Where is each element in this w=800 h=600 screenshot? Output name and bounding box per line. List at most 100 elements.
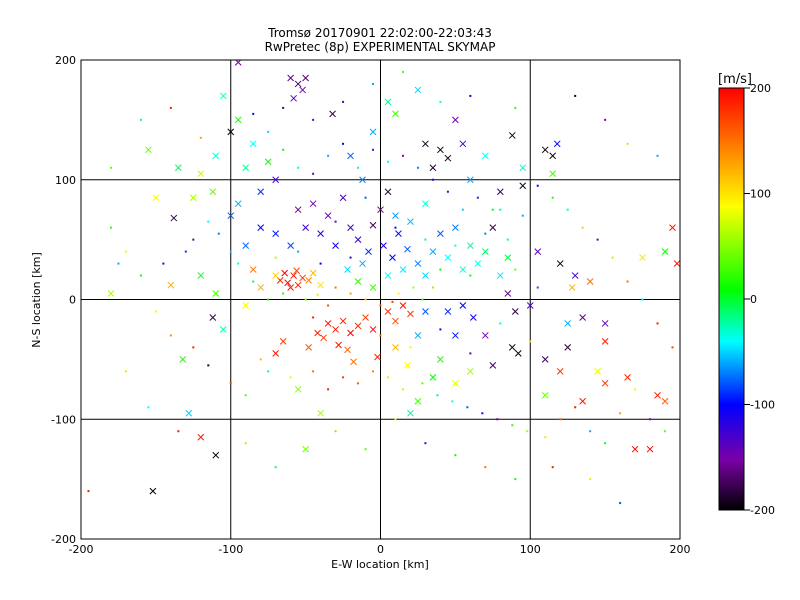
scatter-point-dot bbox=[109, 226, 112, 229]
scatter-point-dot bbox=[469, 352, 472, 355]
scatter-point-x bbox=[414, 332, 422, 339]
scatter-point-dot bbox=[499, 208, 502, 211]
colorbar-gradient bbox=[718, 87, 745, 511]
scatter-point-x bbox=[347, 152, 354, 160]
scatter-point-x bbox=[564, 320, 572, 327]
scatter-point-x bbox=[294, 80, 302, 88]
scatter-point-x bbox=[234, 116, 242, 124]
scatter-point-x bbox=[504, 290, 512, 297]
scatter-point-x bbox=[369, 221, 377, 229]
y-tick-label: -200 bbox=[51, 533, 76, 546]
scatter-point-x bbox=[601, 320, 609, 327]
scatter-point-x bbox=[329, 110, 336, 118]
scatter-point-x bbox=[369, 284, 377, 291]
scatter-point-x bbox=[646, 445, 654, 453]
scatter-point-dot bbox=[461, 208, 464, 211]
scatter-point-dot bbox=[431, 286, 434, 289]
scatter-point-dot bbox=[581, 226, 584, 229]
scatter-point-x bbox=[167, 281, 175, 289]
scatter-point-dot bbox=[267, 298, 270, 301]
scatter-point-dot bbox=[416, 166, 419, 169]
scatter-point-x bbox=[197, 433, 205, 441]
x-tick-label: 0 bbox=[377, 543, 384, 556]
scatter-point-x bbox=[504, 254, 512, 261]
scatter-point-x bbox=[541, 356, 549, 363]
scatter-point-x bbox=[444, 254, 452, 261]
scatter-point-x bbox=[354, 278, 362, 285]
scatter-point-dot bbox=[574, 406, 577, 409]
scatter-point-dot bbox=[364, 298, 367, 301]
scatter-point-dot bbox=[551, 466, 554, 469]
scatter-point-x bbox=[392, 110, 399, 118]
scatter-point-dot bbox=[626, 142, 629, 145]
scatter-point-x bbox=[571, 272, 579, 279]
scatter-point-dot bbox=[439, 268, 442, 271]
scatter-point-dot bbox=[147, 406, 150, 409]
scatter-point-dot bbox=[619, 412, 622, 415]
colorbar-tick-labels: -200 -100 0 100 200 bbox=[744, 82, 775, 517]
colorbar-tick-label: -100 bbox=[750, 399, 775, 412]
scatter-point-x bbox=[399, 266, 407, 273]
scatter-point-dot bbox=[439, 328, 442, 331]
scatter-point-dot bbox=[252, 112, 255, 115]
scatter-point-x bbox=[152, 194, 160, 202]
scatter-point-dot bbox=[589, 478, 592, 481]
scatter-point-dot bbox=[451, 400, 454, 403]
scatter-point-x bbox=[395, 230, 402, 237]
scatter-point-x bbox=[299, 86, 306, 94]
scatter-point-x bbox=[354, 236, 362, 243]
scatter-point-x bbox=[384, 98, 392, 106]
scatter-point-x bbox=[579, 314, 587, 321]
y-tick-label: 100 bbox=[55, 174, 76, 187]
scatter-point-x bbox=[293, 267, 300, 275]
scatter-point-x bbox=[422, 308, 429, 315]
scatter-point-x bbox=[586, 278, 594, 285]
scatter-point-x bbox=[219, 92, 227, 100]
scatter-point-dot bbox=[372, 370, 375, 373]
scatter-point-dot bbox=[664, 430, 667, 433]
x-tick-labels: -200 -100 0 100 200 bbox=[69, 543, 691, 556]
scatter-point-dot bbox=[334, 430, 337, 433]
scatter-point-x bbox=[553, 140, 561, 148]
scatter-point-x bbox=[508, 132, 516, 139]
scatter-point-x bbox=[179, 356, 187, 363]
scatter-point-dot bbox=[237, 262, 240, 265]
scatter-point-dot bbox=[297, 166, 300, 169]
x-axis-label: E-W location [km] bbox=[331, 558, 429, 571]
scatter-point-x bbox=[294, 206, 302, 214]
scatter-point-x bbox=[407, 310, 414, 318]
scatter-point-x bbox=[541, 391, 549, 399]
scatter-point-x bbox=[444, 308, 452, 315]
scatter-point-x bbox=[452, 379, 459, 387]
scatter-point-x bbox=[466, 367, 474, 375]
scatter-point-dot bbox=[349, 256, 352, 259]
scatter-point-x bbox=[314, 329, 321, 337]
scatter-point-dot bbox=[244, 394, 247, 397]
scatter-point-dot bbox=[656, 154, 659, 157]
y-tick-label: -100 bbox=[51, 413, 76, 426]
scatter-point-dot bbox=[421, 382, 424, 385]
scatter-point-dot bbox=[634, 388, 637, 391]
scatter-point-x bbox=[339, 317, 347, 325]
scatter-point-dot bbox=[169, 106, 172, 109]
scatter-point-dot bbox=[514, 106, 517, 109]
scatter-point-x bbox=[362, 314, 369, 321]
scatter-point-dot bbox=[649, 418, 652, 421]
scatter-point-x bbox=[317, 281, 324, 289]
scatter-point-x bbox=[290, 272, 297, 279]
scatter-point-dot bbox=[401, 154, 404, 157]
scatter-point-x bbox=[377, 206, 384, 214]
scatter-point-dot bbox=[574, 94, 577, 97]
scatter-point-dot bbox=[327, 388, 330, 391]
scatter-point-dot bbox=[259, 358, 262, 361]
scatter-point-x bbox=[422, 200, 429, 208]
scatter-point-dot bbox=[139, 274, 142, 277]
scatter-point-x bbox=[264, 158, 272, 166]
scatter-point-dot bbox=[401, 70, 404, 73]
scatter-point-x bbox=[212, 451, 220, 459]
scatter-point-x bbox=[279, 338, 287, 345]
scatter-point-dot bbox=[349, 292, 352, 295]
scatter-point-dot bbox=[312, 172, 315, 175]
scatter-point-dot bbox=[529, 340, 532, 343]
scatter-point-x bbox=[272, 272, 280, 279]
